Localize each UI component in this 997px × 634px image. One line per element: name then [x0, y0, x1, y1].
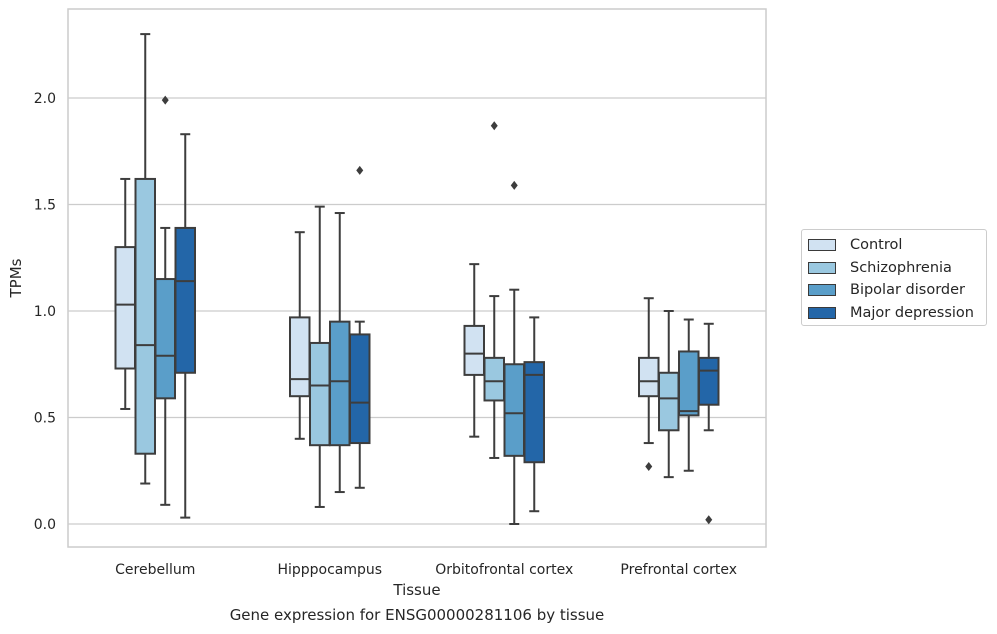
- y-tick-label: 0.0: [34, 517, 56, 533]
- x-axis-label: Tissue: [392, 581, 440, 599]
- box-iqr: [698, 356, 720, 406]
- box-0-1: [289, 231, 311, 440]
- legend-item-bipolar-disorder: Bipolar disorder: [808, 281, 965, 299]
- box-0-2: [463, 263, 485, 438]
- box-2-3: [678, 318, 700, 472]
- box-iqr: [463, 324, 485, 376]
- box-iqr: [483, 356, 505, 402]
- box-iqr: [174, 226, 196, 374]
- outlier-point: [645, 461, 653, 471]
- box-iqr: [638, 356, 660, 398]
- box-1-3: [658, 310, 680, 479]
- legend-label: Control: [850, 237, 903, 253]
- box-3-2: [523, 316, 545, 513]
- legend-label: Major depression: [850, 305, 974, 321]
- legend-label: Schizophrenia: [850, 260, 952, 276]
- y-tick-label: 0.5: [34, 411, 56, 427]
- legend-item-schizophrenia: Schizophrenia: [808, 259, 952, 277]
- x-tick-label: Orbitofrontal cortex: [435, 562, 573, 578]
- box-1-1: [309, 205, 331, 508]
- legend-item-major-depression: Major depression: [808, 304, 974, 322]
- plot-frame: [67, 8, 767, 548]
- x-tick-label: Cerebellum: [115, 562, 195, 578]
- y-tick-label: 1.0: [34, 304, 56, 320]
- box-iqr: [114, 246, 136, 370]
- legend-swatch: [808, 239, 836, 251]
- y-axis-label: TPMs: [7, 258, 25, 298]
- box-iqr: [289, 316, 311, 398]
- outlier-point: [161, 95, 169, 105]
- chart-title: Gene expression for ENSG00000281106 by t…: [229, 606, 605, 624]
- outlier-point: [510, 180, 518, 190]
- outlier-point: [356, 165, 364, 175]
- legend-swatch: [808, 307, 836, 319]
- box-2-2: [503, 180, 525, 525]
- y-tick-label: 1.5: [34, 198, 56, 214]
- legend-swatch: [808, 262, 836, 274]
- box-iqr: [503, 363, 525, 457]
- box-2-0: [154, 95, 176, 506]
- legend-swatch: [808, 284, 836, 296]
- box-2-1: [329, 212, 351, 494]
- box-plots: [114, 33, 720, 525]
- box-iqr: [134, 177, 156, 455]
- box-iqr: [658, 371, 680, 432]
- box-1-2: [483, 121, 505, 459]
- box-iqr: [309, 341, 331, 447]
- box-iqr: [349, 333, 371, 445]
- y-tick-label: 2.0: [34, 91, 56, 107]
- legend-label: Bipolar disorder: [850, 282, 965, 298]
- box-3-3: [698, 322, 720, 525]
- outlier-point: [490, 121, 498, 131]
- box-iqr: [523, 361, 545, 464]
- x-tick-label: Hipppocampus: [277, 562, 382, 578]
- box-iqr: [329, 320, 351, 447]
- box-0-0: [114, 177, 136, 410]
- box-iqr: [678, 350, 700, 417]
- outlier-point: [705, 515, 713, 525]
- x-tick-label: Prefrontal cortex: [620, 562, 737, 578]
- box-iqr: [154, 278, 176, 400]
- y-tick-labels: 0.0 0.5 1.0 1.5 2.0: [34, 91, 56, 533]
- box-1-0: [134, 33, 156, 485]
- x-tick-labels: Cerebellum Hipppocampus Orbitofrontal cort…: [115, 562, 737, 578]
- box-3-1: [349, 165, 371, 489]
- legend-item-control: Control: [808, 236, 902, 254]
- legend: Control Schizophrenia Bipolar disorder M…: [801, 229, 987, 326]
- box-3-0: [174, 133, 196, 519]
- box-0-3: [638, 297, 660, 471]
